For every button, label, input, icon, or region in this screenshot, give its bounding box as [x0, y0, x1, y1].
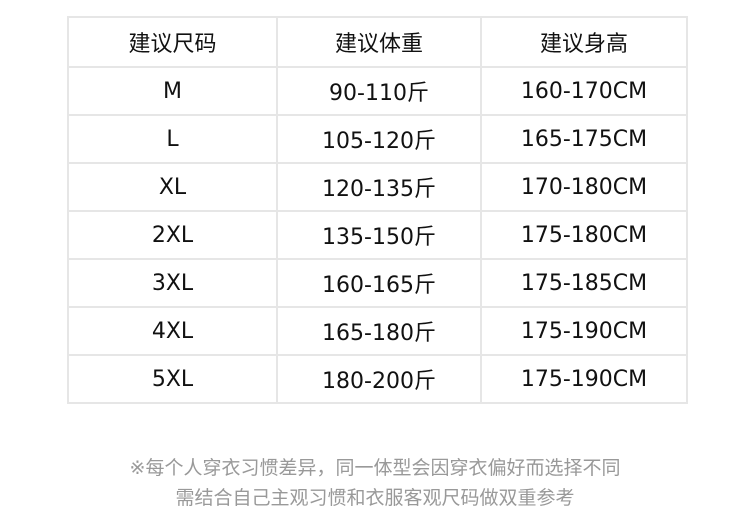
table-cell: 135-150斤	[276, 210, 482, 260]
table-cell: 5XL	[67, 354, 278, 404]
table-cell: 160-165斤	[276, 258, 482, 308]
column-header: 建议体重	[276, 16, 482, 68]
size-chart-table: 建议尺码 建议体重 建议身高 M 90-110斤 160-170CM L 105-120斤 16…	[67, 16, 688, 404]
table-cell: 3XL	[67, 258, 278, 308]
column-header: 建议身高	[480, 16, 688, 68]
table-cell: 170-180CM	[480, 162, 688, 212]
table-row: 2XL 135-150斤 175-180CM	[67, 210, 688, 260]
table-cell: 175-190CM	[480, 306, 688, 356]
table-cell: L	[67, 114, 278, 164]
table-cell: 4XL	[67, 306, 278, 356]
table-cell: 175-180CM	[480, 210, 688, 260]
table-cell: 165-180斤	[276, 306, 482, 356]
table-cell: 165-175CM	[480, 114, 688, 164]
table-cell: M	[67, 66, 278, 116]
table-row: 3XL 160-165斤 175-185CM	[67, 258, 688, 308]
table-cell: 180-200斤	[276, 354, 482, 404]
table-cell: 105-120斤	[276, 114, 482, 164]
table-cell: 90-110斤	[276, 66, 482, 116]
table-row: M 90-110斤 160-170CM	[67, 66, 688, 116]
table-cell: 160-170CM	[480, 66, 688, 116]
table-row: XL 120-135斤 170-180CM	[67, 162, 688, 212]
table-cell: 120-135斤	[276, 162, 482, 212]
table-cell: 175-190CM	[480, 354, 688, 404]
table-row: L 105-120斤 165-175CM	[67, 114, 688, 164]
note-line-2: 需结合自己主观习惯和衣服客观尺码做双重参考	[175, 487, 575, 509]
table-cell: XL	[67, 162, 278, 212]
table-row: 4XL 165-180斤 175-190CM	[67, 306, 688, 356]
note-line-1: ※每个人穿衣习惯差异，同一体型会因穿衣偏好而选择不同	[129, 457, 621, 479]
column-header: 建议尺码	[67, 16, 278, 68]
table-cell: 175-185CM	[480, 258, 688, 308]
table-cell: 2XL	[67, 210, 278, 260]
table-row: 5XL 180-200斤 175-190CM	[67, 354, 688, 404]
header-row: 建议尺码 建议体重 建议身高	[67, 16, 688, 68]
